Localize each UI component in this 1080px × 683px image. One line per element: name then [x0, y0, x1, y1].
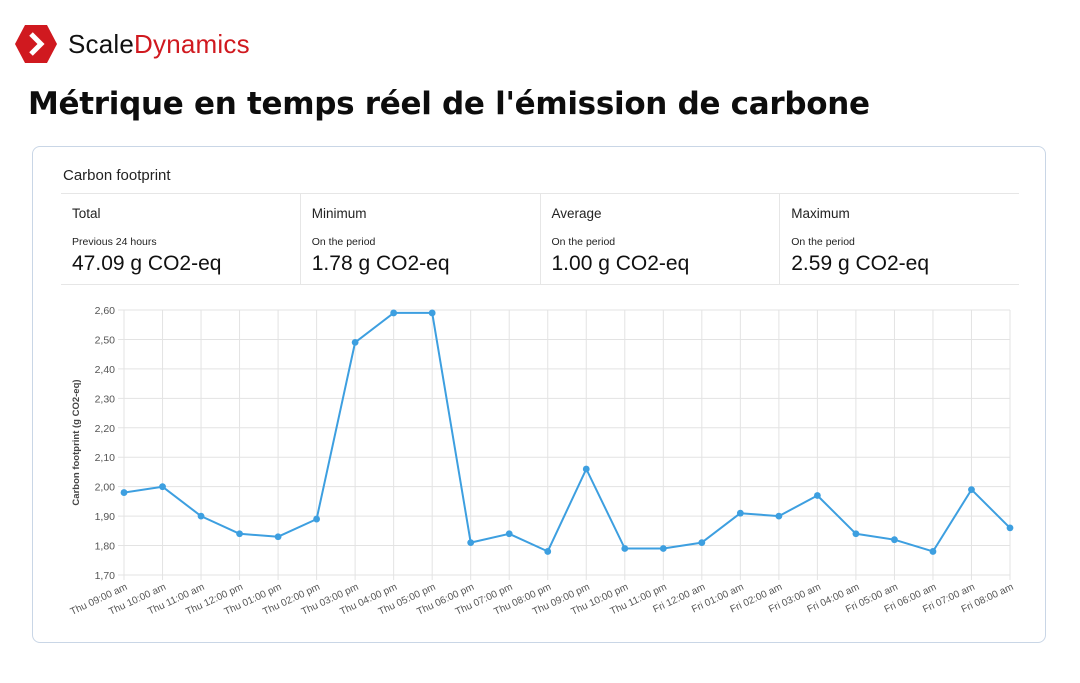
y-tick-label: 1,90 — [95, 511, 116, 523]
stat-label: Average — [551, 206, 602, 221]
page-title: Métrique en temps réel de l'émission de … — [28, 86, 870, 122]
data-point — [621, 545, 629, 552]
data-point — [428, 309, 436, 317]
y-tick-label: 2,00 — [95, 482, 116, 494]
data-point — [274, 533, 282, 541]
stat-sublabel: Previous 24 hours — [72, 236, 157, 248]
data-point — [197, 512, 205, 520]
stat-value: 2.59 g CO2-eq — [791, 252, 930, 275]
brand[interactable]: ScaleDynamics — [14, 24, 250, 64]
brand-name-dynamics: Dynamics — [134, 28, 250, 59]
series-line — [123, 311, 1011, 553]
data-point — [120, 489, 128, 496]
stat-maximum: Maximum On the period 2.59 g CO2-eq — [779, 194, 1019, 284]
y-tick-label: 1,80 — [95, 541, 116, 553]
data-point — [1006, 524, 1014, 532]
y-tick-label: 1,70 — [95, 570, 116, 582]
stat-label: Total — [72, 206, 101, 221]
brand-name-scale: Scale — [68, 28, 135, 59]
data-point — [505, 530, 513, 538]
brand-name: ScaleDynamics — [68, 29, 250, 60]
y-tick-label: 2,60 — [95, 305, 116, 317]
data-point — [968, 486, 975, 494]
data-point — [159, 483, 166, 491]
data-point — [351, 338, 359, 346]
data-point — [929, 548, 937, 555]
card-title: Carbon footprint — [63, 167, 171, 184]
stat-label: Maximum — [791, 206, 850, 221]
data-point — [852, 530, 860, 538]
stat-sublabel: On the period — [551, 236, 616, 248]
data-point — [467, 539, 475, 547]
stats-row: Total Previous 24 hours 47.09 g CO2-eq M… — [61, 193, 1019, 285]
data-point — [891, 536, 898, 544]
stat-minimum: Minimum On the period 1.78 g CO2-eq — [299, 194, 540, 284]
stat-value: 1.00 g CO2-eq — [551, 252, 690, 275]
y-tick-label: 2,30 — [95, 393, 116, 405]
stat-label: Minimum — [311, 206, 367, 221]
carbon-footprint-card: Carbon footprint Total Previous 24 hours… — [32, 146, 1046, 643]
stat-average: Average On the period 1.00 g CO2-eq — [539, 194, 780, 284]
data-point — [659, 545, 667, 552]
data-point — [698, 539, 706, 547]
stat-value: 1.78 g CO2-eq — [311, 252, 450, 275]
y-axis-title: Carbon footprint (g CO2-eq) — [71, 379, 82, 505]
data-point — [736, 509, 744, 517]
data-point — [813, 492, 821, 499]
y-tick-label: 2,10 — [95, 452, 116, 464]
carbon-footprint-line-chart: 1,70 1,80 1,90 2,00 2,10 2,20 2,30 2,40 2,50 2,60… — [69, 305, 1016, 618]
data-point — [775, 512, 783, 520]
stat-value: 47.09 g CO2-eq — [72, 252, 222, 275]
data-point — [313, 515, 321, 523]
y-tick-label: 2,20 — [95, 423, 116, 435]
stat-sublabel: On the period — [311, 236, 376, 248]
data-point — [544, 548, 552, 555]
stat-sublabel: On the period — [791, 236, 855, 248]
data-point — [582, 465, 590, 473]
data-point — [236, 530, 243, 538]
scaledynamics-logo-icon — [15, 25, 57, 63]
data-point — [390, 309, 398, 317]
stat-total: Total Previous 24 hours 47.09 g CO2-eq — [61, 194, 300, 284]
y-tick-label: 2,50 — [95, 334, 116, 346]
y-tick-label: 2,40 — [95, 364, 116, 376]
